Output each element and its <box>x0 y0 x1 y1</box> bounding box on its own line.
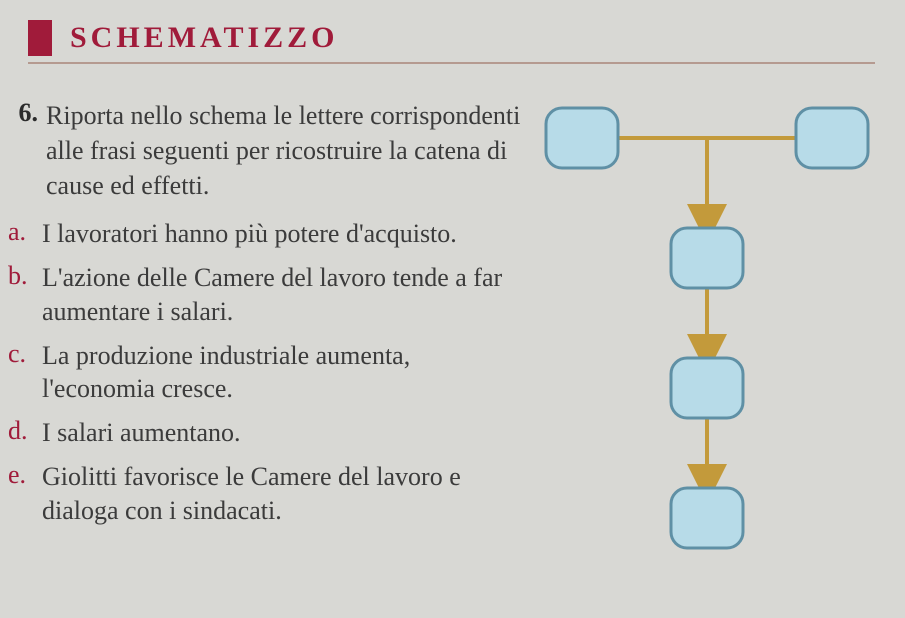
flowchart-node[interactable] <box>796 108 868 168</box>
flowchart-svg <box>526 98 896 618</box>
header-underline <box>28 62 875 64</box>
option-letter: a. <box>6 217 42 251</box>
option-text: L'azione delle Camere del lavoro tende a… <box>42 261 526 329</box>
option-row: e.Giolitti favorisce le Camere del lavor… <box>6 460 526 528</box>
option-letter: b. <box>6 261 42 329</box>
option-row: d.I salari aumentano. <box>6 416 526 450</box>
flowchart-node[interactable] <box>671 488 743 548</box>
option-row: c.La produzione industriale aumenta, l'e… <box>6 339 526 407</box>
flowchart-node[interactable] <box>671 358 743 418</box>
option-letter: e. <box>6 460 42 528</box>
option-text: Giolitti favorisce le Camere del lavoro … <box>42 460 526 528</box>
options-list: a.I lavoratori hanno più potere d'acquis… <box>6 217 526 527</box>
option-row: b.L'azione delle Camere del lavoro tende… <box>6 261 526 329</box>
question: 6. Riporta nello schema le lettere corri… <box>6 98 526 203</box>
section-header: SCHEMATIZZO <box>0 20 905 56</box>
text-column: 6. Riporta nello schema le lettere corri… <box>6 98 526 618</box>
header-accent-bar <box>28 20 52 56</box>
option-row: a.I lavoratori hanno più potere d'acquis… <box>6 217 526 251</box>
option-text: I lavoratori hanno più potere d'acquisto… <box>42 217 457 251</box>
section-title: SCHEMATIZZO <box>70 21 339 55</box>
flowchart-node[interactable] <box>671 228 743 288</box>
option-text: I salari aumentano. <box>42 416 241 450</box>
option-text: La produzione industriale aumenta, l'eco… <box>42 339 526 407</box>
option-letter: d. <box>6 416 42 450</box>
content-row: 6. Riporta nello schema le lettere corri… <box>0 80 905 618</box>
question-text: Riporta nello schema le lettere corrispo… <box>46 98 526 203</box>
flowchart-diagram <box>526 98 905 618</box>
page: SCHEMATIZZO 6. Riporta nello schema le l… <box>0 0 905 603</box>
option-letter: c. <box>6 339 42 407</box>
question-number: 6. <box>10 98 46 203</box>
flowchart-node[interactable] <box>546 108 618 168</box>
